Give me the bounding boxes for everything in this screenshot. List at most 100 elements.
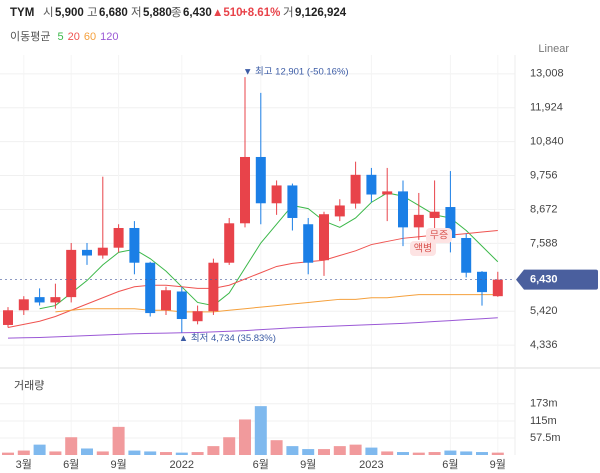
volume-bar xyxy=(144,451,157,455)
volume-bar xyxy=(33,444,46,455)
candle-body xyxy=(271,185,282,204)
ticker: TYM xyxy=(10,7,34,19)
candle-body xyxy=(287,185,298,218)
volume-bar xyxy=(428,452,441,455)
volume-bar xyxy=(270,440,283,455)
volume-bar xyxy=(460,451,473,455)
header: TYM 시 5,900 고 6,680 저 5,880 종 6,430 ▲510… xyxy=(10,6,347,19)
candle-body xyxy=(303,224,314,263)
x-tick-label: 9월 xyxy=(110,458,126,471)
volume-bar xyxy=(49,451,62,455)
last-price-label: 6,430 xyxy=(530,274,558,286)
event-label: 무증 xyxy=(430,230,448,242)
ma-line xyxy=(7,317,498,339)
field-value: 9,126,924 xyxy=(295,7,347,19)
volume-bar xyxy=(365,447,378,455)
field-value: 5,900 xyxy=(55,7,84,19)
candle-body xyxy=(366,174,377,195)
x-tick-label: 9월 xyxy=(490,458,506,471)
change: ▲510 xyxy=(212,7,243,19)
field-label: 고 xyxy=(87,7,98,19)
volume-title: 거래량 xyxy=(14,379,44,392)
annotation: ▼ 최고 12,901 (-50.16%) xyxy=(243,67,349,78)
y-tick-label: 4,336 xyxy=(530,339,558,351)
candle-body xyxy=(255,156,266,204)
y-tick-label: 8,672 xyxy=(530,203,558,215)
y-tick-label: 9,756 xyxy=(530,169,558,181)
candle-body xyxy=(161,290,171,311)
volume-bar xyxy=(302,449,315,455)
legend-entry: 20 xyxy=(68,31,80,43)
volume-bar xyxy=(17,450,30,455)
candle-body xyxy=(350,174,361,204)
candle-body xyxy=(34,297,45,303)
candle-body xyxy=(3,310,13,325)
y-tick-label: 10,840 xyxy=(530,136,564,148)
volume-bar xyxy=(160,452,172,455)
volume-bar xyxy=(207,446,220,455)
volume-bar xyxy=(65,437,78,455)
candle-body xyxy=(445,207,456,238)
x-tick-label: 9월 xyxy=(300,458,316,471)
x-tick-label: 3월 xyxy=(16,458,32,471)
volume-bar xyxy=(175,452,188,455)
grid xyxy=(0,55,515,455)
candle-body xyxy=(429,211,440,218)
candle-body xyxy=(66,249,77,298)
volume-bar xyxy=(239,419,251,455)
event-pill xyxy=(426,228,452,243)
event-pill xyxy=(410,241,436,256)
x-tick-label: 6월 xyxy=(63,458,79,471)
events: 무증 액병 xyxy=(410,228,452,256)
candle-body xyxy=(319,214,329,261)
y-tick-label: 57.5m xyxy=(530,432,561,444)
candle-body xyxy=(50,297,61,303)
x-tick-label: 6월 xyxy=(253,458,269,471)
candle-body xyxy=(176,291,187,320)
candle-body xyxy=(382,191,393,195)
candle-body xyxy=(398,191,408,228)
volume-bar xyxy=(128,450,141,455)
volume-bar xyxy=(412,452,425,455)
volume-bar xyxy=(223,437,236,455)
candle-body xyxy=(461,238,472,273)
candle-body xyxy=(224,223,235,263)
candle-body xyxy=(129,227,140,263)
candle-body xyxy=(18,299,29,311)
field-label: 저 xyxy=(131,6,142,19)
volume-bar xyxy=(254,406,267,455)
volume-bar xyxy=(112,426,125,455)
field-label: 종 xyxy=(171,7,182,19)
candle-body xyxy=(334,205,345,217)
volume-bar xyxy=(96,451,109,455)
field-value: 6,430 xyxy=(183,7,212,19)
candle-body xyxy=(192,311,203,322)
y-tick-label: 13,008 xyxy=(530,68,564,80)
volume-bar xyxy=(318,449,330,455)
legend-entry: 120 xyxy=(100,31,118,43)
field-value: 6,680 xyxy=(99,7,128,19)
field-label: 시 xyxy=(43,6,54,19)
candle-body xyxy=(97,247,108,256)
volume-bar xyxy=(491,452,504,455)
volume-bar xyxy=(397,452,409,455)
candle-body xyxy=(477,271,487,293)
x-tick-label: 6월 xyxy=(442,458,458,471)
legend-entry: 60 xyxy=(84,31,96,43)
volume-bar xyxy=(444,450,457,455)
y-tick-label: 173m xyxy=(530,398,558,410)
candle-body xyxy=(492,279,503,297)
legend-entry: 5 xyxy=(58,31,64,43)
y-tick-label: 11,924 xyxy=(530,102,563,114)
ma-line xyxy=(7,229,498,328)
volume-bar xyxy=(286,446,299,455)
candle-body xyxy=(113,227,124,248)
y-tick-label: 115m xyxy=(530,415,557,427)
y-tick-label: 7,588 xyxy=(530,237,558,249)
scale-label: Linear xyxy=(538,43,569,55)
field-value: 5,880 xyxy=(143,7,172,19)
volume-bar xyxy=(476,452,488,455)
ma-line xyxy=(39,192,499,310)
ma-line xyxy=(55,294,498,313)
